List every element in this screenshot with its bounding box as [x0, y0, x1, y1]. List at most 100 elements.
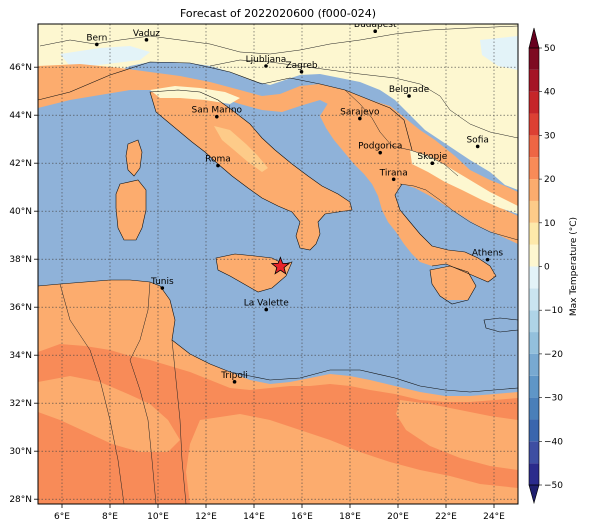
colorbar-tick-label: −20: [544, 350, 563, 360]
city-dot: [232, 380, 237, 384]
city-label: Budapest: [354, 20, 397, 30]
city-dot: [144, 38, 149, 42]
lon-tick-label: 12°E: [195, 512, 217, 522]
colorbar: 50 40 30 20 10 0 −10 −20 −30 −40 −50 Max Temperatur…: [528, 27, 579, 505]
colorbar-segment: [529, 332, 539, 354]
lat-tick-label: 42°N: [9, 159, 32, 169]
land-africa-patch-2: [186, 414, 518, 504]
sea-gulf-sirte: [240, 300, 518, 392]
land-north-cool: [38, 24, 518, 190]
lat-tick-label: 46°N: [9, 63, 32, 73]
city-label: Sofia: [466, 135, 488, 145]
colorbar-segment: [529, 200, 539, 223]
colorbar-segment: [529, 266, 539, 289]
city-label: Belgrade: [389, 85, 430, 95]
city-label: Zagreb: [285, 61, 317, 71]
colorbar-segment: [529, 135, 539, 158]
colorbar-tick-label: −50: [544, 481, 563, 491]
land-alps-cold: [60, 46, 150, 66]
city-dot: [264, 307, 269, 312]
city-dot: [391, 177, 396, 182]
city-dot: [160, 286, 165, 290]
colorbar-segment: [529, 310, 539, 333]
colorbar-segment: [529, 113, 539, 136]
colorbar-tick-label: 40: [544, 88, 556, 98]
lon-tick-label: 22°E: [435, 512, 457, 522]
city-dot: [299, 69, 304, 74]
colorbar-segment: [529, 244, 539, 267]
colorbar-segment: [529, 179, 539, 201]
colorbar-tick-label: −30: [544, 394, 563, 404]
colorbar-segment: [529, 157, 539, 180]
city-label: Podgorica: [358, 142, 402, 152]
lon-tick-label: 10°E: [147, 512, 169, 522]
city-label: Tunis: [150, 277, 174, 287]
colorbar-tick-label: 50: [544, 44, 556, 54]
star-icon[interactable]: [270, 256, 291, 275]
land-italy: [150, 90, 352, 250]
city-dot: [264, 64, 268, 68]
map-frame: [37, 23, 519, 505]
lon-tick-label: 8°E: [102, 512, 118, 522]
city-dot: [373, 29, 378, 33]
map-title: Forecast of 2022020600 (f000-024): [179, 7, 377, 20]
city-dot: [485, 257, 490, 262]
city-dot: [378, 150, 383, 155]
lon-tick-label: 24°E: [483, 512, 505, 522]
colorbar-segment: [529, 463, 539, 485]
city-label: Vaduz: [133, 29, 160, 39]
city-dot: [215, 114, 219, 119]
colorbar-segment: [529, 48, 539, 70]
land-africa-patch-1: [38, 376, 180, 452]
coastlines: [38, 61, 518, 393]
lat-tick-label: 36°N: [9, 303, 32, 313]
city-dot: [358, 116, 362, 121]
lon-tick-label: 6°E: [54, 512, 70, 522]
land-egypt-patch: [396, 400, 518, 470]
colorbar-segment: [529, 397, 539, 420]
colorbar-tick-label: 20: [544, 175, 556, 185]
colorbar-tick-label: 10: [544, 219, 556, 229]
city-dot: [475, 144, 480, 149]
city-label: Sarajevo: [340, 108, 380, 118]
colorbar-tick-label: 30: [544, 131, 556, 141]
land-italy-interior: [214, 126, 268, 172]
city-dot: [95, 42, 99, 47]
city-label: Tripoli: [220, 371, 248, 381]
lat-tick-label: 32°N: [9, 399, 32, 409]
colorbar-segment: [529, 441, 539, 464]
gridlines: [38, 24, 518, 504]
lon-tick-label: 20°E: [387, 512, 409, 522]
land-sardinia: [116, 180, 146, 240]
city-label: Bern: [86, 33, 107, 43]
city-dot: [430, 161, 435, 165]
city-label: Ljubljana: [246, 55, 287, 65]
colorbar-under-arrow: [528, 484, 540, 505]
land-corsica: [126, 140, 142, 176]
lon-tick-label: 18°E: [339, 512, 361, 522]
colorbar-segment: [529, 375, 539, 398]
event-star-marker[interactable]: [270, 256, 291, 275]
colorbar-tick-label: −10: [544, 306, 563, 316]
colorbar-segment: [529, 222, 539, 245]
lon-tick-label: 16°E: [291, 512, 313, 522]
colorbar-tick-label: −40: [544, 437, 563, 447]
colorbar-label: Max Temperature (°C): [569, 217, 579, 316]
city-label: La Valette: [244, 299, 289, 309]
city-label: Tirana: [379, 168, 408, 178]
land-orange-north: [38, 64, 518, 210]
lon-tick-label: 14°E: [243, 512, 265, 522]
city-label: Skopje: [417, 152, 447, 162]
lat-tick-label: 38°N: [9, 255, 32, 265]
colorbar-segment: [529, 69, 539, 92]
city-label: Athens: [472, 249, 503, 259]
colorbar-tick-label: 0: [544, 263, 550, 273]
city-dot: [216, 163, 220, 168]
lat-tick-label: 44°N: [9, 111, 32, 121]
land-balkans: [320, 100, 518, 282]
lat-tick-label: 34°N: [9, 351, 32, 361]
city-label: San Marino: [192, 106, 243, 116]
colorbar-segment: [529, 288, 539, 311]
